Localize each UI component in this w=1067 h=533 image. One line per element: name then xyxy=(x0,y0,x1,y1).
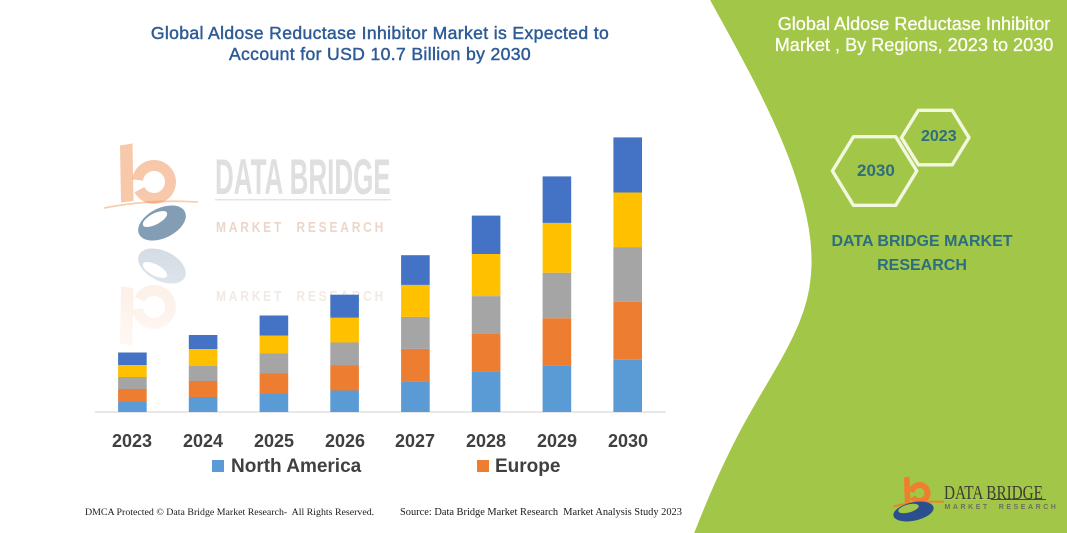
svg-text:DATA BRIDGE: DATA BRIDGE xyxy=(215,150,391,205)
svg-text:MARKET RESEARCH: MARKET RESEARCH xyxy=(216,288,386,305)
svg-text:MARKET RESEARCH: MARKET RESEARCH xyxy=(216,219,386,236)
